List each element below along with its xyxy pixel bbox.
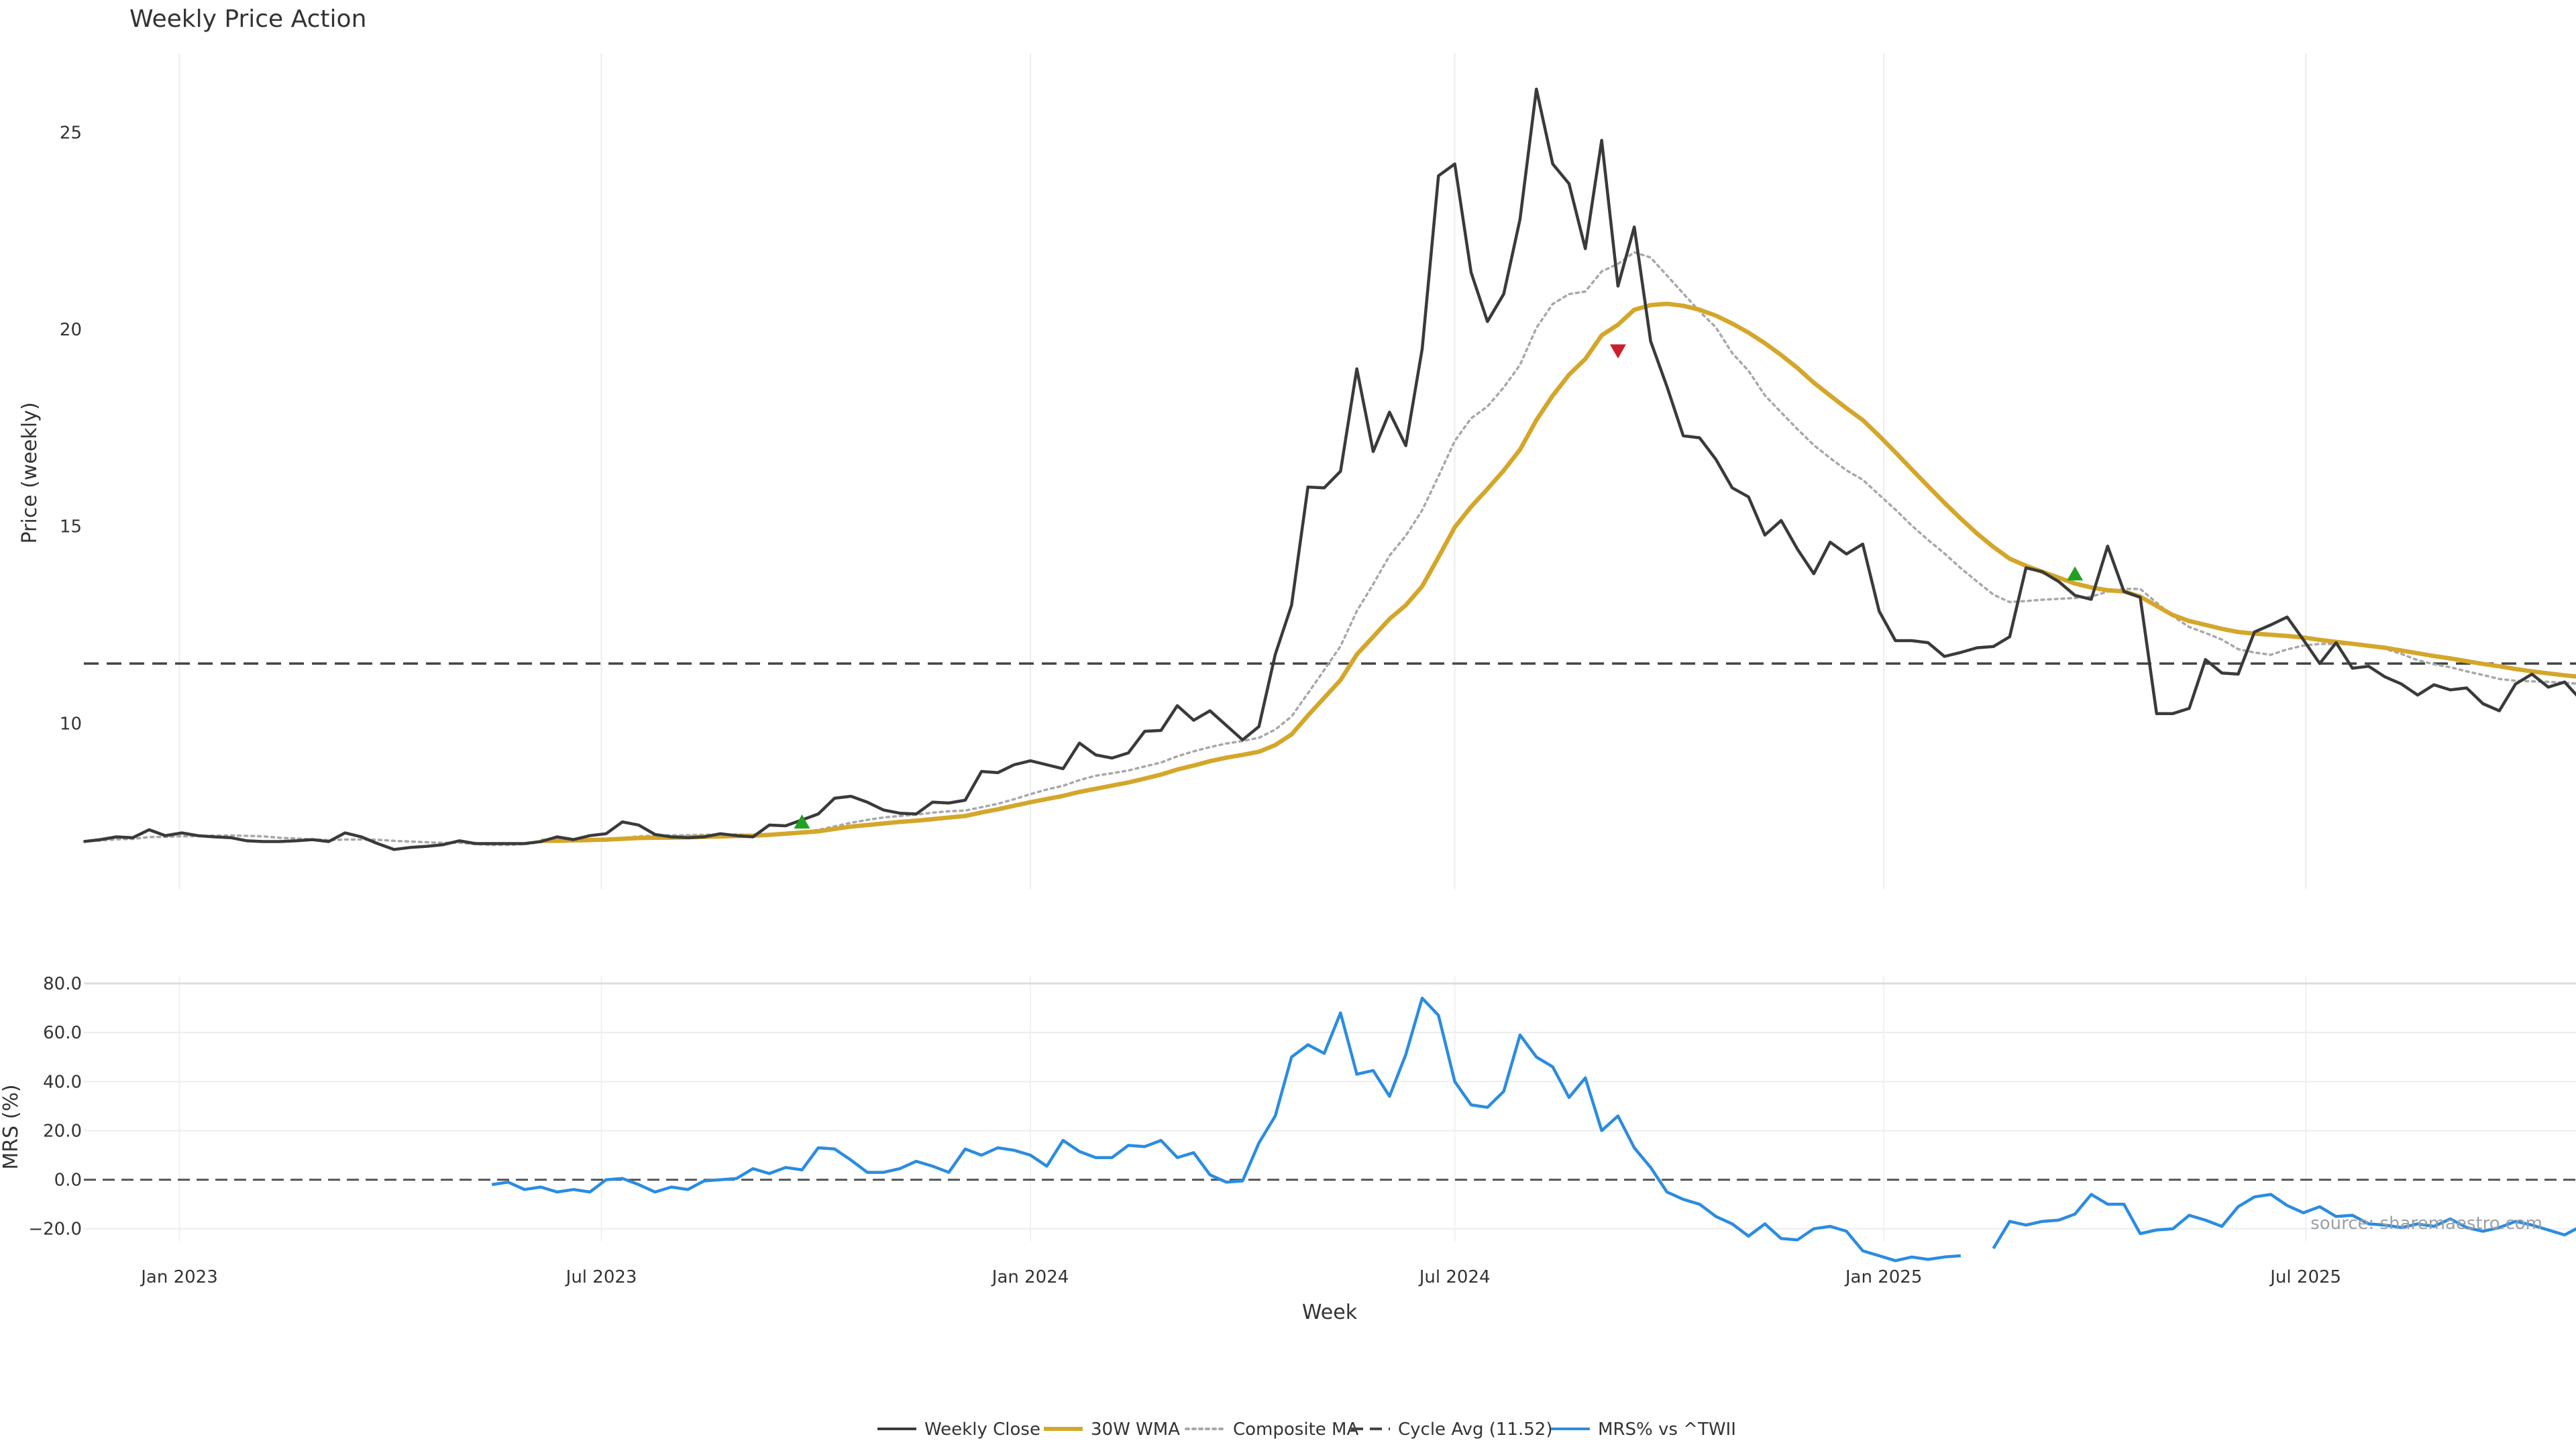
price-y-tick: 20 xyxy=(60,320,82,340)
sell-signal-marker-1 xyxy=(1609,344,1626,359)
mrs-y-tick: 0.0 xyxy=(54,1171,82,1191)
legend-item-cycle: Cycle Avg (11.52) xyxy=(1351,1419,1552,1440)
legend-label-composite: Composite MA xyxy=(1233,1419,1358,1440)
x-tick-label: Jul 2024 xyxy=(1418,1267,1491,1287)
mrs-line xyxy=(491,996,2576,1263)
x-axis-title: Week xyxy=(1302,1301,1358,1324)
price-y-tick: 15 xyxy=(60,517,82,537)
buy-signal-marker-2 xyxy=(2067,566,2084,581)
source-note: source: sharemaestro.com xyxy=(2310,1214,2542,1234)
x-tick-label: Jan 2024 xyxy=(991,1267,1069,1287)
x-tick-label: Jul 2023 xyxy=(565,1267,637,1287)
mrs-y-tick: −20.0 xyxy=(28,1220,82,1240)
legend-label-close: Weekly Close xyxy=(924,1419,1040,1440)
x-tick-label: Jan 2023 xyxy=(140,1267,218,1287)
mrs-axis-title: MRS (%) xyxy=(0,1084,23,1169)
x-tick-label: Jan 2025 xyxy=(1844,1267,1923,1287)
x-tick-label: Jul 2025 xyxy=(2269,1267,2341,1287)
mrs-y-tick: 20.0 xyxy=(43,1121,82,1141)
legend-label-mrs: MRS% vs ^TWII xyxy=(1598,1419,1736,1440)
mrs-panel: −20.0 0.0 20.0 40.0 60.0 80.0 xyxy=(28,974,2576,1263)
mrs-y-tick: 80.0 xyxy=(43,974,82,994)
legend: Weekly Close 30W WMA Composite MA Cycle Avg… xyxy=(877,1419,1736,1440)
composite-ma-line xyxy=(83,251,2576,847)
price-y-tick: 25 xyxy=(60,123,82,143)
legend-item-mrs: MRS% vs ^TWII xyxy=(1551,1419,1736,1440)
price-panel: 10 15 20 25 xyxy=(60,54,2576,889)
legend-label-cycle: Cycle Avg (11.52) xyxy=(1398,1419,1552,1440)
legend-item-close: Weekly Close xyxy=(877,1419,1040,1440)
price-axis-title: Price (weekly) xyxy=(18,402,42,543)
x-axis: Jan 2023 Jul 2023 Jan 2024 Jul 2024 Jan 2025… xyxy=(140,1267,2341,1287)
chart-title: Weekly Price Action xyxy=(129,5,366,33)
price-y-tick: 10 xyxy=(60,714,82,734)
mrs-y-tick: 40.0 xyxy=(43,1072,82,1092)
mrs-y-tick: 60.0 xyxy=(43,1023,82,1043)
legend-item-wma: 30W WMA xyxy=(1044,1419,1180,1440)
weekly-close-line xyxy=(83,87,2576,851)
legend-label-wma: 30W WMA xyxy=(1091,1419,1180,1440)
legend-item-composite: Composite MA xyxy=(1185,1419,1358,1440)
wma-30w-line xyxy=(541,301,2576,843)
buy-signal-marker-0 xyxy=(794,814,810,829)
